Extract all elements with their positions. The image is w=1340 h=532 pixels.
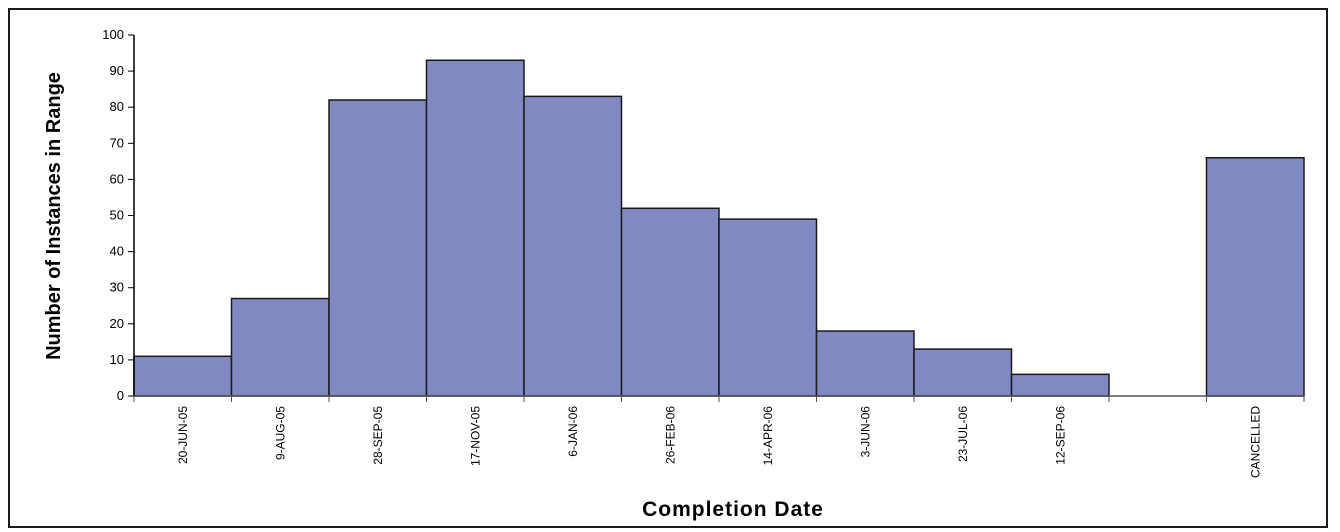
x-tick-label: 28-SEP-05 <box>371 406 385 465</box>
x-tick-label: CANCELLED <box>1248 406 1262 478</box>
x-tick-label: 14-APR-06 <box>761 406 775 466</box>
axes <box>133 35 1305 402</box>
x-tick-label: 6-JAN-06 <box>566 406 580 457</box>
bars <box>133 59 1305 397</box>
y-tick-label: 20 <box>110 316 124 331</box>
bar <box>913 348 1013 397</box>
y-tick-label: 40 <box>110 244 124 259</box>
x-tick-label: 20-JUN-05 <box>176 406 190 464</box>
x-tick-label: 17-NOV-05 <box>468 406 482 466</box>
y-tick-label: 0 <box>117 388 124 403</box>
y-tick-label: 30 <box>110 280 124 295</box>
x-axis-tick-labels: 20-JUN-05 9-AUG-05 28-SEP-05 17-NOV-05 6-JAN… <box>176 406 1263 478</box>
y-tick-label: 90 <box>110 63 124 78</box>
bar <box>523 95 623 397</box>
x-tick-label: 9-AUG-05 <box>273 406 287 460</box>
y-axis-title: Number of Instances in Range <box>43 72 65 360</box>
y-tick-label: 60 <box>110 171 124 186</box>
bar <box>718 218 818 397</box>
bar <box>133 355 233 397</box>
bar <box>815 330 915 397</box>
x-tick-label: 23-JUL-06 <box>956 406 970 462</box>
y-tick-label: 100 <box>102 27 124 42</box>
bar <box>230 297 330 397</box>
bar <box>1205 156 1305 397</box>
bar <box>1010 373 1110 397</box>
x-tick-label: 3-JUN-06 <box>858 406 872 458</box>
bar <box>425 59 525 397</box>
y-tick-label: 50 <box>110 208 124 223</box>
y-axis-ticks: 0 10 20 30 40 50 60 70 80 90 100 <box>102 27 134 403</box>
bar <box>620 207 720 397</box>
y-tick-label: 10 <box>110 352 124 367</box>
y-tick-label: 70 <box>110 135 124 150</box>
x-tick-label: 26-FEB-06 <box>663 406 677 464</box>
y-tick-label: 80 <box>110 99 124 114</box>
bar <box>328 99 428 397</box>
x-tick-label: 12-SEP-06 <box>1053 406 1067 465</box>
x-axis-title: Completion Date <box>642 498 824 521</box>
